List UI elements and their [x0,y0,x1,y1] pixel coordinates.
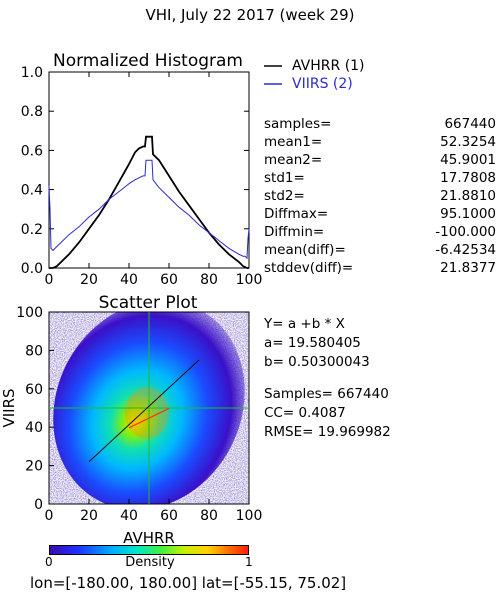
density-peak [125,387,169,439]
legend-avhrr-label: AVHRR (1) [292,58,365,74]
histogram-x-tick-label: 0 [45,272,54,288]
scatter-x-tick-label: 40 [120,508,138,524]
avhrr-histogram-line [49,135,249,269]
stat-value: 95.1000 [440,206,496,222]
histogram-axes-box [48,71,250,269]
one-to-one-line [88,359,200,463]
regression-a: a= 19.580405 [264,335,361,351]
stat-name: mean(diff)= [264,242,346,258]
scatter-title: Scatter Plot [99,293,198,313]
scatter-cc: CC= 0.4087 [264,405,346,421]
stat-value: 667440 [444,116,496,132]
histogram-x-tick-label: 20 [80,272,98,288]
stat-value: 52.3254 [440,134,496,150]
scatter-x-tick-label: 60 [160,508,178,524]
stat-value: -6.42534 [435,242,496,258]
scatter-samples: Samples= 667440 [264,386,389,402]
histogram-y-tick-label: 0.0 [21,261,43,277]
scatter-x-tick-label: 20 [80,508,98,524]
scatter-rmse: RMSE= 19.969982 [264,424,391,440]
scatter-y-tick-label: 40 [25,420,43,436]
stat-value: 21.8377 [440,260,496,276]
scatter-x-tick-label: 0 [45,508,54,524]
histogram-chart: Normalized Histogram 0 20 40 60 80 100 0.0 0.2… [21,51,262,288]
lonlat-footer: lon=[-180.00, 180.00] lat=[-55.15, 75.02… [30,574,347,592]
viirs-histogram-line [48,159,250,260]
scatter-y-label: VIIRS [0,388,18,427]
stat-name: std2= [264,188,305,204]
scatter-x-ticks: 0 20 40 60 80 100 [45,499,262,524]
histogram-x-tick-label: 80 [200,272,218,288]
scatter-x-tick-label: 80 [200,508,218,524]
stat-name: mean2= [264,152,323,168]
histogram-y-ticks: 0.0 0.2 0.4 0.6 0.8 1.0 [21,65,249,277]
regression-equation: Y= a +b * X [264,316,345,332]
stat-value: -100.000 [435,224,496,240]
scatter-x-label: AVHRR [123,529,175,547]
histogram-x-tick-label: 40 [120,272,138,288]
histogram-y-tick-label: 0.6 [21,143,43,159]
scatter-reference-lines [49,312,249,504]
regression-line [128,407,170,429]
scatter-chart: Scatter Plot 0 20 40 60 80 100 0 20 40 60 80 100 A… [0,293,262,547]
scatter-y-tick-label: 20 [25,459,43,475]
histogram-x-tick-label: 60 [160,272,178,288]
density-cloud [49,312,249,504]
stat-value: 17.7808 [440,170,496,186]
scatter-y-tick-label: 0 [34,497,43,513]
stat-value: 45.9001 [440,152,496,168]
stat-name: Diffmin= [264,224,325,240]
stat-name: std1= [264,170,305,186]
histogram-series [48,135,250,269]
stat-name: Diffmax= [264,206,329,222]
histogram-x-ticks: 0 20 40 60 80 100 [45,72,262,288]
stat-name: stddev(diff)= [264,260,354,276]
scatter-y-ticks: 0 20 40 60 80 100 [16,305,54,513]
scatter-y-tick-label: 80 [25,343,43,359]
regression-b: b= 0.50300043 [264,354,370,370]
histogram-y-tick-label: 0.2 [21,222,43,238]
histogram-title: Normalized Histogram [53,51,243,71]
density-colorbar [49,545,249,555]
scatter-y-tick-label: 60 [25,382,43,398]
stat-name: samples= [264,116,332,132]
stat-value: 21.8810 [440,188,496,204]
histogram-y-tick-label: 0.8 [21,104,43,120]
page-title: VHI, July 22 2017 (week 29) [145,6,355,24]
scatter-y-tick-label: 100 [16,305,43,321]
histogram-x-tick-label: 100 [236,272,262,288]
histogram-y-tick-label: 0.4 [21,183,43,199]
legend-viirs-label: VIIRS (2) [292,76,353,92]
scatter-x-tick-label: 100 [236,508,262,524]
histogram-legend: AVHRR (1) VIIRS (2) [264,58,365,92]
colorbar-max-label: 1 [245,555,253,569]
colorbar-label: Density [125,555,175,570]
colorbar-min-label: 0 [45,555,53,569]
stat-name: mean1= [264,134,323,150]
histogram-y-tick-label: 1.0 [21,65,43,81]
